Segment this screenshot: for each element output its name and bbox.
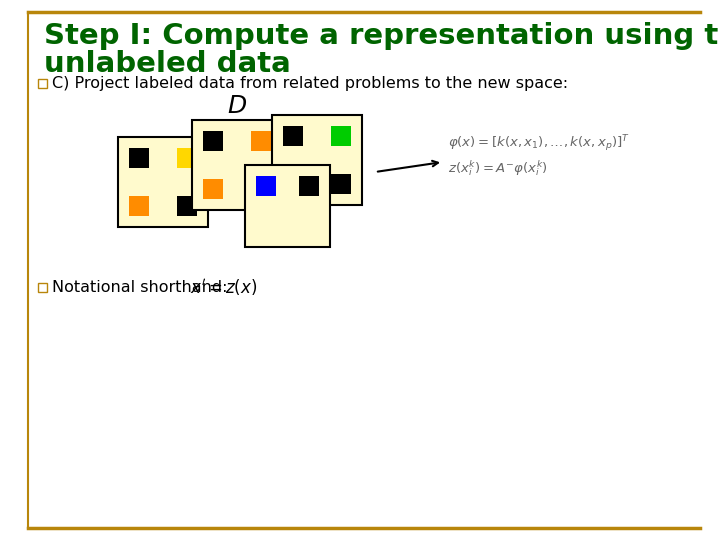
Bar: [283, 126, 303, 146]
Bar: [256, 176, 276, 196]
Bar: [129, 196, 149, 216]
Bar: [251, 179, 271, 199]
Text: C) Project labeled data from related problems to the new space:: C) Project labeled data from related pro…: [52, 76, 568, 91]
Bar: [129, 148, 149, 168]
Bar: [38, 283, 47, 292]
Bar: [177, 196, 197, 216]
Text: $\varphi(x) = [k(x,x_1),\ldots,k(x,x_p)]^T$: $\varphi(x) = [k(x,x_1),\ldots,k(x,x_p)]…: [448, 134, 630, 154]
Bar: [203, 179, 223, 199]
Text: D: D: [228, 94, 247, 118]
Text: Step I: Compute a representation using the: Step I: Compute a representation using t…: [44, 22, 720, 50]
Bar: [283, 174, 303, 194]
Bar: [203, 131, 223, 151]
Bar: [192, 120, 282, 210]
Bar: [251, 131, 271, 151]
Bar: [118, 137, 208, 227]
Bar: [331, 126, 351, 146]
Text: $z(x_i^k) = A^{-}\varphi(x_i^k)$: $z(x_i^k) = A^{-}\varphi(x_i^k)$: [448, 158, 548, 178]
Text: unlabeled data: unlabeled data: [44, 50, 291, 78]
Bar: [245, 165, 330, 247]
Bar: [272, 115, 362, 205]
Text: $x'= z(x)$: $x'= z(x)$: [190, 277, 257, 298]
Text: Notational shorthand:: Notational shorthand:: [52, 280, 228, 295]
Bar: [177, 148, 197, 168]
Bar: [38, 79, 47, 88]
Bar: [299, 176, 319, 196]
Bar: [331, 174, 351, 194]
